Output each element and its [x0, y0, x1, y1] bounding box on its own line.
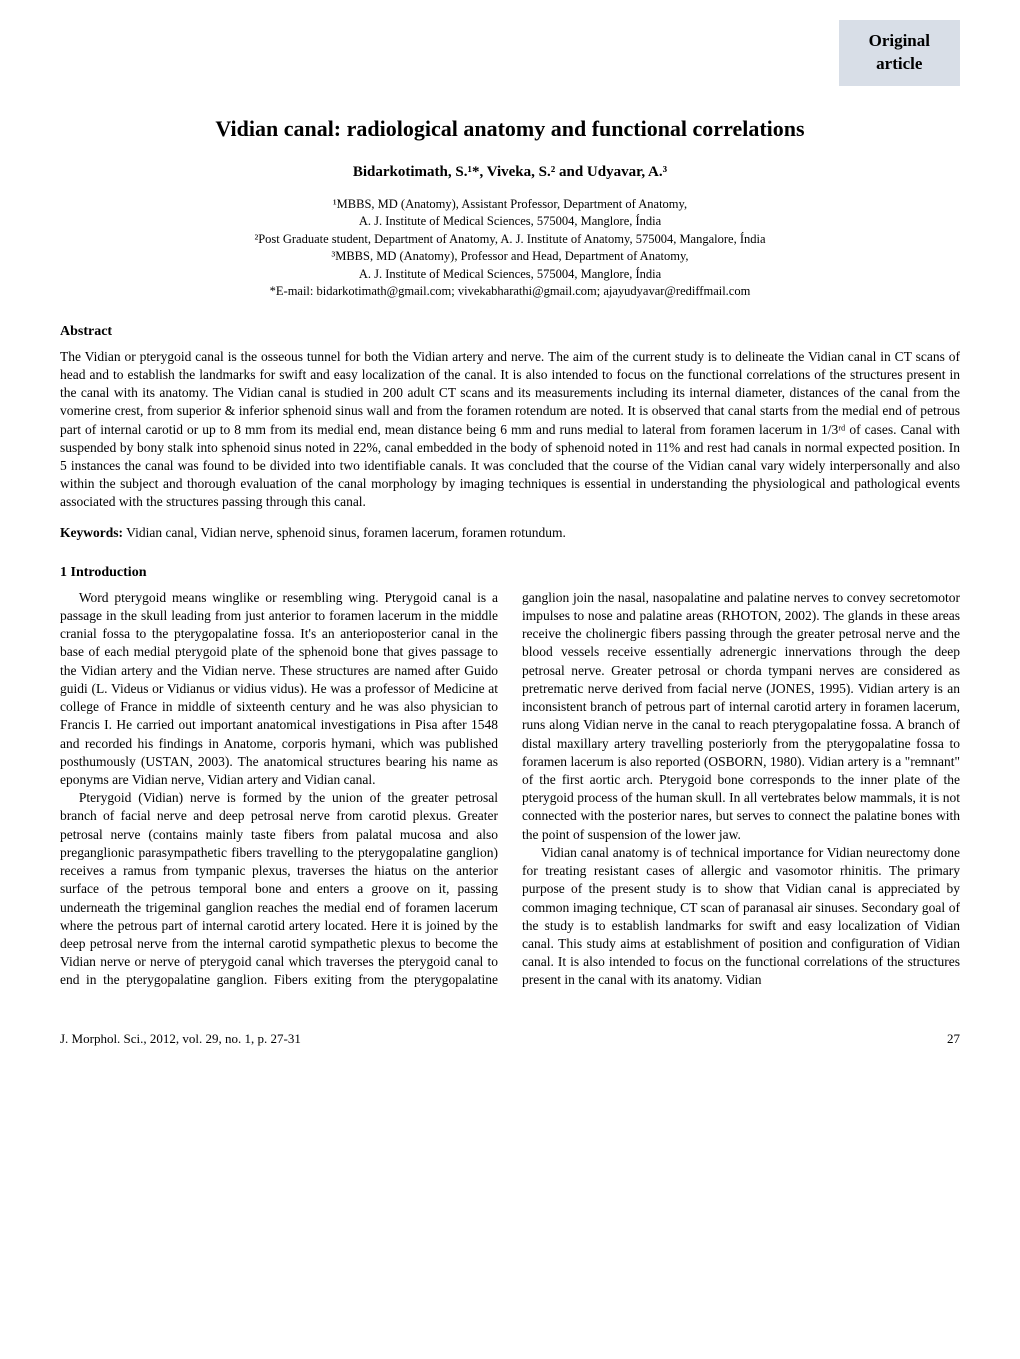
affil-line-3: ²Post Graduate student, Department of An… — [254, 232, 765, 246]
keywords-label: Keywords: — [60, 525, 123, 540]
article-type-line2: article — [876, 54, 922, 73]
abstract-body: The Vidian or pterygoid canal is the oss… — [60, 348, 960, 512]
journal-citation: J. Morphol. Sci., 2012, vol. 29, no. 1, … — [60, 1030, 301, 1048]
body-paragraph-1: Word pterygoid means winglike or resembl… — [60, 589, 498, 789]
authors-line: Bidarkotimath, S.¹*, Viveka, S.² and Udy… — [60, 162, 960, 182]
page-number: 27 — [947, 1030, 960, 1048]
introduction-heading: 1 Introduction — [60, 564, 960, 583]
abstract-heading: Abstract — [60, 323, 960, 342]
affil-line-1: ¹MBBS, MD (Anatomy), Assistant Professor… — [333, 197, 687, 211]
body-columns: Word pterygoid means winglike or resembl… — [60, 589, 960, 990]
body-paragraph-3: Vidian canal anatomy is of technical imp… — [522, 844, 960, 990]
keywords-text: Vidian canal, Vidian nerve, sphenoid sin… — [123, 525, 566, 540]
article-type-box: Original article — [839, 20, 960, 86]
affil-line-4: ³MBBS, MD (Anatomy), Professor and Head,… — [331, 249, 688, 263]
affiliations-block: ¹MBBS, MD (Anatomy), Assistant Professor… — [60, 196, 960, 301]
keywords-line: Keywords: Vidian canal, Vidian nerve, sp… — [60, 524, 960, 542]
affil-email-line: *E-mail: bidarkotimath@gmail.com; viveka… — [270, 284, 751, 298]
affil-line-5: A. J. Institute of Medical Sciences, 575… — [359, 267, 661, 281]
article-type-line1: Original — [869, 31, 930, 50]
page-footer: J. Morphol. Sci., 2012, vol. 29, no. 1, … — [60, 1030, 960, 1048]
affil-line-2: A. J. Institute of Medical Sciences, 575… — [359, 214, 661, 228]
article-title: Vidian canal: radiological anatomy and f… — [60, 114, 960, 144]
